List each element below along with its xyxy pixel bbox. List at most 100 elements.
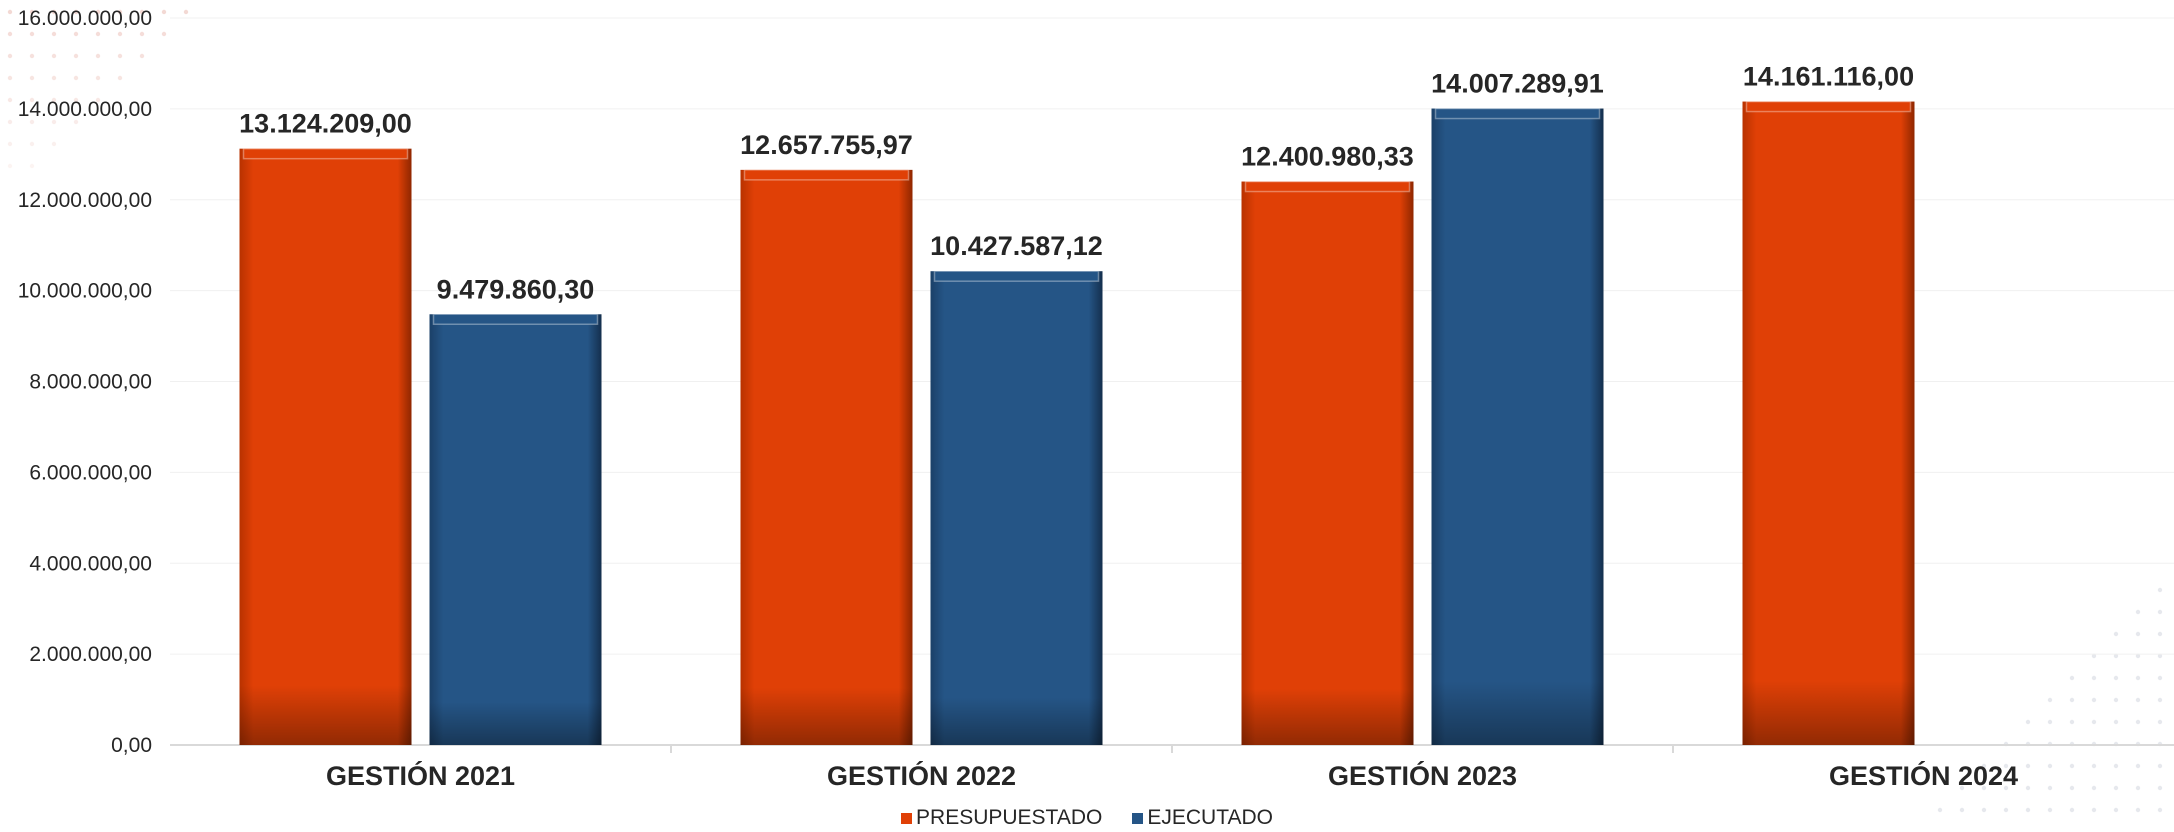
decor-dot	[2157, 587, 2163, 593]
bar-bevel	[432, 313, 599, 326]
decor-dot	[2157, 807, 2163, 813]
decor-dot	[2069, 763, 2075, 769]
legend-item-ejecutado: EJECUTADO	[1132, 806, 1273, 830]
decor-dot	[2135, 697, 2141, 703]
decor-dot	[29, 119, 35, 125]
decor-dot	[2135, 807, 2141, 813]
bar-presupuestado	[1241, 180, 1414, 745]
decor-dot	[7, 9, 13, 15]
decor-dot	[73, 97, 79, 103]
decor-dot	[2091, 807, 2097, 813]
legend-swatch-ejecutado	[1132, 812, 1144, 824]
y-tick-label: 16.000.000,00	[18, 7, 152, 30]
decor-dot	[2047, 719, 2053, 725]
y-tick-label: 0,00	[111, 734, 152, 757]
decor-dot	[73, 53, 79, 59]
decor-dot	[2069, 719, 2075, 725]
decor-dot	[2157, 631, 2163, 637]
bar-shade	[429, 314, 602, 745]
data-label: 10.427.587,12	[930, 231, 1103, 261]
decor-dot	[117, 75, 123, 81]
bar-shade	[740, 169, 913, 745]
decor-dot	[2157, 697, 2163, 703]
decor-dot	[2091, 719, 2097, 725]
decor-dot	[117, 9, 123, 15]
data-label: 13.124.209,00	[239, 109, 412, 139]
bar-presupuestado	[740, 169, 913, 745]
decor-dot	[7, 163, 13, 169]
decor-dot	[2113, 697, 2119, 703]
legend-label-ejecutado: EJECUTADO	[1147, 806, 1273, 829]
decor-dot	[73, 75, 79, 81]
bar-bevel	[242, 147, 409, 160]
decor-dot	[2091, 763, 2097, 769]
decor-dot	[73, 31, 79, 37]
bar-bevel	[1745, 100, 1912, 113]
bar-ejecutado	[930, 270, 1103, 745]
decor-dot	[2025, 763, 2031, 769]
y-tick-label: 12.000.000,00	[18, 189, 152, 212]
decor-dot	[2157, 653, 2163, 659]
decor-dot	[2135, 609, 2141, 615]
decor-dot	[2135, 675, 2141, 681]
x-tick-label: GESTIÓN 2022	[827, 760, 1016, 791]
decor-dot	[2003, 763, 2009, 769]
data-label: 14.161.116,00	[1743, 62, 1914, 92]
decor-dot	[139, 53, 145, 59]
decor-dot	[29, 75, 35, 81]
decor-dot	[139, 9, 145, 15]
bar-ejecutado	[429, 313, 602, 745]
decor-dot	[2025, 719, 2031, 725]
bars: 13.124.209,00 9.479.860,30 12.657.755,97 10…	[239, 62, 1915, 745]
decor-dot	[2069, 785, 2075, 791]
bar-shade	[1431, 108, 1604, 745]
x-tick-label: GESTIÓN 2021	[326, 760, 515, 791]
bar-shade	[1742, 101, 1915, 745]
decor-dot	[29, 53, 35, 59]
decor-dot	[7, 141, 13, 147]
decor-dot	[1981, 807, 1987, 813]
legend-item-presupuestado: PRESUPUESTADO	[901, 806, 1102, 830]
decor-dot	[2047, 785, 2053, 791]
decor-dot	[2113, 785, 2119, 791]
decor-dot	[29, 97, 35, 103]
decor-dot	[2157, 719, 2163, 725]
decor-dot	[29, 141, 35, 147]
bar-bevel	[1244, 180, 1411, 193]
decor-dot	[29, 9, 35, 15]
decor-dot	[7, 31, 13, 37]
y-tick-label: 2.000.000,00	[29, 643, 152, 666]
decor-dot	[51, 53, 57, 59]
decor-dot	[2091, 785, 2097, 791]
decor-dot	[2047, 807, 2053, 813]
decor-dot	[7, 119, 13, 125]
decor-dot	[29, 163, 35, 169]
decor-dot	[1959, 807, 1965, 813]
decor-dot	[2135, 763, 2141, 769]
decor-dot	[2069, 675, 2075, 681]
decor-dot	[2091, 675, 2097, 681]
decor-dot	[2003, 785, 2009, 791]
decor-dot	[95, 97, 101, 103]
decor-dot	[7, 75, 13, 81]
decor-dot	[2025, 807, 2031, 813]
decor-dot	[2135, 631, 2141, 637]
decor-dot	[1981, 785, 1987, 791]
decor-dot	[1959, 785, 1965, 791]
decor-dot	[73, 119, 79, 125]
bar-bevel	[933, 270, 1100, 282]
decor-dot	[2069, 697, 2075, 703]
decor-dot	[2157, 609, 2163, 615]
decor-dot	[2135, 719, 2141, 725]
decor-dot	[95, 53, 101, 59]
decor-dot	[2135, 785, 2141, 791]
decor-dot	[2157, 763, 2163, 769]
data-label: 12.400.980,33	[1241, 142, 1414, 172]
decor-dot	[2113, 807, 2119, 813]
bar-presupuestado	[239, 147, 412, 745]
decor-dot	[29, 31, 35, 37]
decor-dot	[139, 31, 145, 37]
decor-dot	[2069, 807, 2075, 813]
bar-bevel	[743, 169, 910, 181]
